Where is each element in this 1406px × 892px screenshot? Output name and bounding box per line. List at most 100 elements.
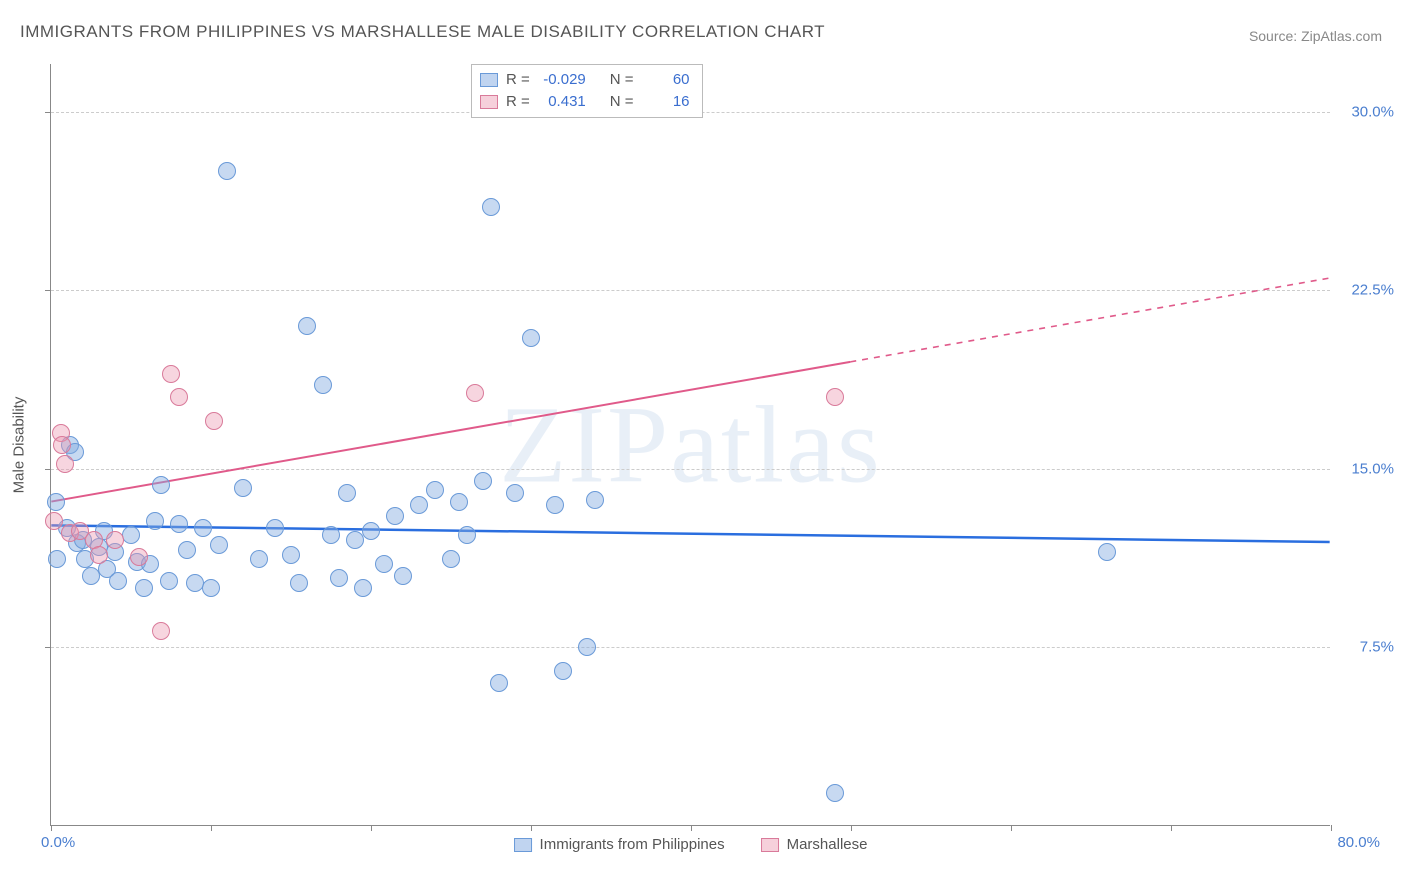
- gridline: [51, 469, 1330, 470]
- data-point: [202, 579, 220, 597]
- x-tick-mark: [691, 825, 692, 831]
- regression-line: [51, 525, 1329, 542]
- data-point: [162, 365, 180, 383]
- data-point: [466, 384, 484, 402]
- x-tick-mark: [211, 825, 212, 831]
- data-point: [170, 515, 188, 533]
- data-point: [135, 579, 153, 597]
- data-point: [442, 550, 460, 568]
- plot-area: ZIPatlas Male Disability 7.5%15.0%22.5%3…: [50, 64, 1330, 826]
- data-point: [130, 548, 148, 566]
- data-point: [47, 493, 65, 511]
- legend-label: Marshallese: [787, 836, 868, 853]
- legend-item-marshallese: Marshallese: [761, 836, 868, 853]
- data-point: [386, 507, 404, 525]
- data-point: [152, 476, 170, 494]
- data-point: [298, 317, 316, 335]
- legend-series: Immigrants from Philippines Marshallese: [514, 836, 868, 853]
- legend-n-label: N =: [610, 91, 634, 113]
- data-point: [546, 496, 564, 514]
- x-tick-mark: [531, 825, 532, 831]
- legend-n-value: 60: [642, 69, 690, 91]
- legend-label: Immigrants from Philippines: [540, 836, 725, 853]
- data-point: [482, 198, 500, 216]
- swatch-blue-icon: [514, 838, 532, 852]
- data-point: [178, 541, 196, 559]
- data-point: [1098, 543, 1116, 561]
- y-tick-mark: [45, 112, 51, 113]
- legend-row-pink: R = 0.431 N = 16: [480, 91, 690, 113]
- legend-r-label: R =: [506, 69, 530, 91]
- data-point: [375, 555, 393, 573]
- data-point: [194, 519, 212, 537]
- data-point: [122, 526, 140, 544]
- data-point: [474, 472, 492, 490]
- data-point: [48, 550, 66, 568]
- y-tick-label: 30.0%: [1336, 103, 1394, 120]
- data-point: [410, 496, 428, 514]
- data-point: [250, 550, 268, 568]
- x-axis-max-label: 80.0%: [1337, 834, 1380, 851]
- x-tick-mark: [1331, 825, 1332, 831]
- data-point: [450, 493, 468, 511]
- swatch-pink-icon: [480, 95, 498, 109]
- data-point: [586, 491, 604, 509]
- x-tick-mark: [1011, 825, 1012, 831]
- data-point: [90, 546, 108, 564]
- data-point: [578, 638, 596, 656]
- regression-lines: [51, 64, 1330, 825]
- legend-n-value: 16: [642, 91, 690, 113]
- data-point: [522, 329, 540, 347]
- legend-r-label: R =: [506, 91, 530, 113]
- data-point: [160, 572, 178, 590]
- data-point: [826, 388, 844, 406]
- y-tick-label: 15.0%: [1336, 460, 1394, 477]
- data-point: [152, 622, 170, 640]
- y-axis-label: Male Disability: [11, 396, 28, 493]
- y-tick-label: 7.5%: [1336, 639, 1394, 656]
- data-point: [330, 569, 348, 587]
- data-point: [56, 455, 74, 473]
- source-label: Source: ZipAtlas.com: [1249, 28, 1382, 44]
- data-point: [218, 162, 236, 180]
- data-point: [290, 574, 308, 592]
- data-point: [826, 784, 844, 802]
- data-point: [426, 481, 444, 499]
- x-axis-min-label: 0.0%: [41, 834, 75, 851]
- data-point: [362, 522, 380, 540]
- data-point: [506, 484, 524, 502]
- swatch-pink-icon: [761, 838, 779, 852]
- legend-row-blue: R = -0.029 N = 60: [480, 69, 690, 91]
- watermark: ZIPatlas: [499, 381, 882, 508]
- data-point: [554, 662, 572, 680]
- data-point: [458, 526, 476, 544]
- data-point: [394, 567, 412, 585]
- x-tick-mark: [851, 825, 852, 831]
- gridline: [51, 647, 1330, 648]
- x-tick-mark: [51, 825, 52, 831]
- data-point: [210, 536, 228, 554]
- data-point: [109, 572, 127, 590]
- data-point: [106, 531, 124, 549]
- y-tick-mark: [45, 290, 51, 291]
- data-point: [266, 519, 284, 537]
- regression-line: [51, 362, 850, 502]
- legend-correlation: R = -0.029 N = 60 R = 0.431 N = 16: [471, 64, 703, 118]
- y-tick-mark: [45, 647, 51, 648]
- data-point: [45, 512, 63, 530]
- data-point: [170, 388, 188, 406]
- data-point: [234, 479, 252, 497]
- data-point: [490, 674, 508, 692]
- data-point: [322, 526, 340, 544]
- data-point: [146, 512, 164, 530]
- data-point: [354, 579, 372, 597]
- x-tick-mark: [371, 825, 372, 831]
- legend-r-value: 0.431: [538, 91, 586, 113]
- gridline: [51, 290, 1330, 291]
- data-point: [53, 436, 71, 454]
- data-point: [282, 546, 300, 564]
- legend-n-label: N =: [610, 69, 634, 91]
- data-point: [338, 484, 356, 502]
- y-tick-label: 22.5%: [1336, 282, 1394, 299]
- legend-item-philippines: Immigrants from Philippines: [514, 836, 725, 853]
